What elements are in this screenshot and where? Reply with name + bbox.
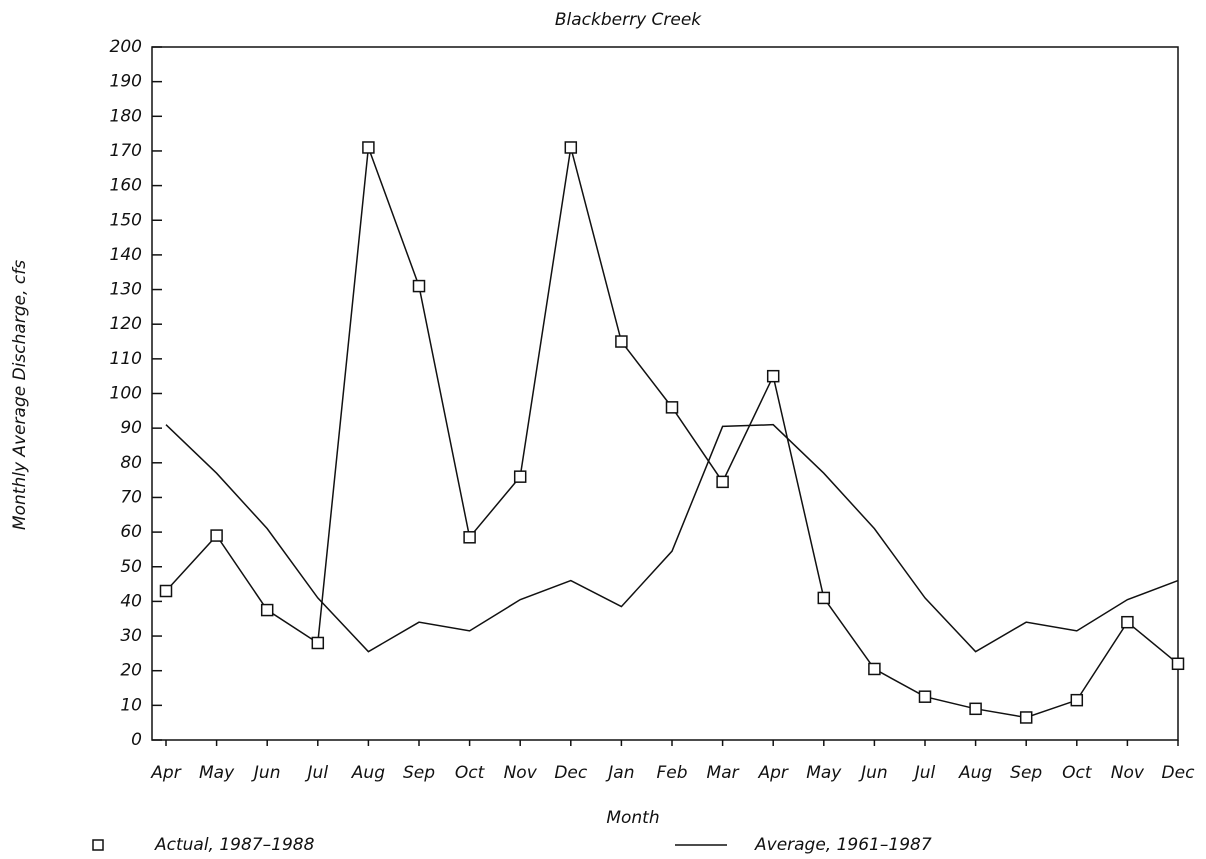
marker: [918, 690, 932, 703]
legend-marker: [92, 839, 104, 851]
x-tick-label: May: [806, 763, 842, 783]
legend-label: Actual, 1987–1988: [154, 835, 315, 855]
y-tick-label: 160: [110, 176, 142, 196]
y-tick-label: 30: [120, 626, 142, 646]
x-tick-label: Jun: [251, 763, 281, 783]
y-tick-label: 180: [110, 106, 142, 126]
x-tick-label: Sep: [1010, 763, 1042, 783]
marker: [1171, 657, 1185, 671]
marker: [412, 279, 426, 293]
y-tick-label: 130: [110, 280, 142, 300]
y-tick-label: 150: [110, 210, 142, 230]
y-axis-label: Monthly Average Discharge, cfs: [10, 260, 30, 530]
marker: [766, 369, 780, 383]
y-tick-label: 100: [110, 384, 142, 404]
x-tick-label: Nov: [1111, 763, 1145, 783]
marker: [513, 470, 527, 483]
y-tick-label: 70: [120, 487, 142, 507]
marker: [1121, 615, 1134, 629]
x-tick-label: Jun: [858, 763, 888, 783]
marker: [716, 475, 729, 489]
y-tick-label: 10: [120, 695, 142, 715]
marker: [362, 141, 375, 154]
x-tick-label: Jan: [605, 763, 634, 783]
y-tick-label: 110: [110, 349, 142, 369]
x-tick-label: Mar: [707, 763, 740, 783]
marker: [159, 584, 173, 598]
y-tick-label: 200: [110, 37, 142, 57]
y-tick-label: 140: [110, 245, 142, 265]
x-tick-label: Dec: [1162, 763, 1196, 783]
y-tick-label: 90: [120, 418, 142, 438]
y-tick-label: 170: [110, 141, 142, 161]
marker: [1070, 693, 1084, 707]
y-tick-label: 60: [120, 522, 142, 542]
x-tick-label: May: [199, 763, 235, 783]
y-tick-label: 80: [120, 453, 142, 473]
marker: [564, 141, 578, 154]
x-tick-label: Sep: [403, 763, 435, 783]
x-tick-label: Oct: [455, 763, 486, 783]
x-axis-label: Month: [606, 808, 659, 828]
x-tick-label: Aug: [351, 763, 385, 783]
series-line: [165, 423, 1179, 653]
marker: [463, 531, 476, 544]
marker: [311, 636, 325, 650]
marker: [817, 591, 831, 605]
x-tick-label: Jul: [912, 763, 936, 783]
x-tick-label: Apr: [150, 763, 181, 783]
marker: [210, 529, 223, 542]
x-tick-label: Feb: [656, 763, 687, 783]
y-tick-label: 50: [120, 557, 142, 577]
marker: [868, 662, 881, 676]
y-tick-label: 190: [110, 72, 142, 92]
y-tick-label: 40: [120, 591, 142, 611]
y-tick-label: 0: [131, 730, 142, 750]
y-tick-label: 20: [120, 661, 142, 681]
x-tick-label: Nov: [504, 763, 538, 783]
chart-title: Blackberry Creek: [555, 10, 702, 30]
x-tick-label: Apr: [757, 763, 788, 783]
marker: [260, 603, 274, 617]
x-tick-label: Jul: [305, 763, 329, 783]
y-tick-label: 120: [110, 314, 142, 334]
marker: [1019, 711, 1033, 724]
x-tick-label: Aug: [958, 763, 992, 783]
x-tick-label: Oct: [1062, 763, 1093, 783]
x-tick-label: Dec: [554, 763, 588, 783]
marker: [615, 335, 628, 348]
marker: [969, 702, 982, 716]
series-line: [165, 147, 1179, 719]
legend-label: Average, 1961–1987: [754, 835, 932, 855]
marker: [665, 401, 679, 414]
